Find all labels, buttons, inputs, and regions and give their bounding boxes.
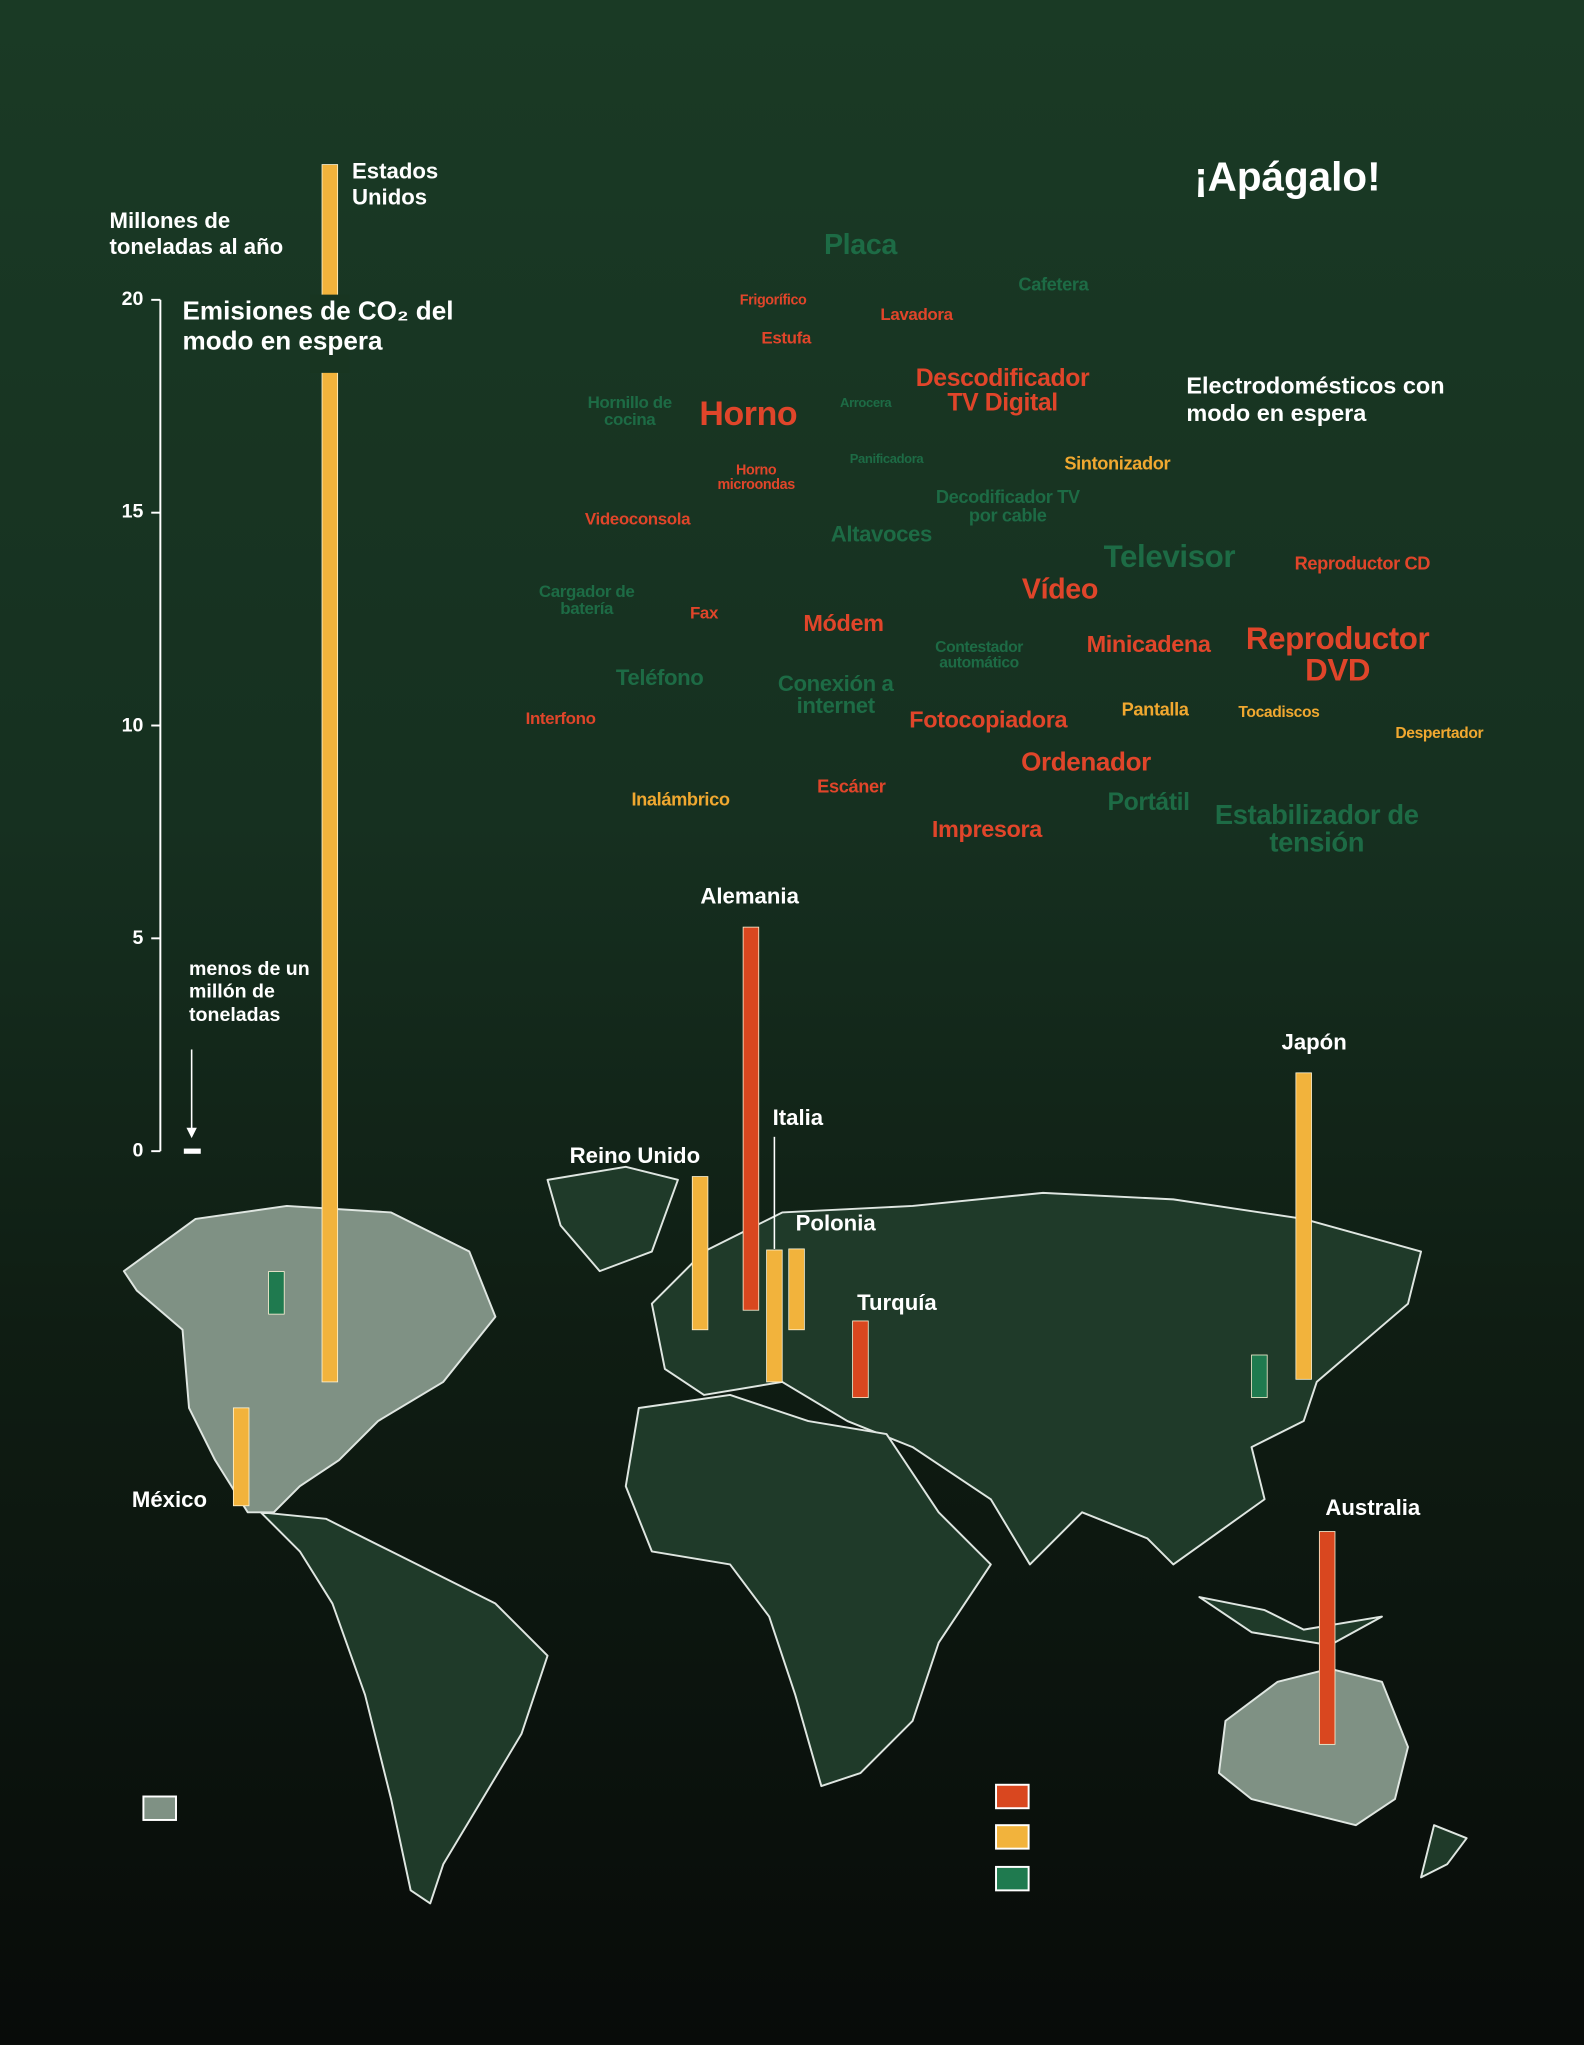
appliance-label: Frigorífico: [739, 292, 807, 309]
appliance-label: Decodificador TV por cable: [935, 486, 1080, 526]
bar: [742, 926, 760, 1311]
bar: [268, 1271, 285, 1315]
chart-title: Emisiones de CO₂ del modo en espera: [182, 297, 454, 356]
legend-swatch: [142, 1795, 177, 1821]
appliance-label: Cafetera: [1018, 273, 1089, 295]
appliance-label: Pantalla: [1121, 698, 1189, 720]
appliance-label: Contestador automático: [935, 637, 1023, 672]
appliance-label: Sintonizador: [1064, 452, 1171, 474]
appliance-label: Panificadora: [849, 452, 924, 467]
annotation-arrowhead: [186, 1127, 197, 1139]
bar: [232, 1407, 250, 1507]
appliance-label: Ordenador: [1021, 748, 1151, 778]
appliance-label: Teléfono: [615, 665, 704, 691]
appliance-label: Inalámbrico: [631, 788, 730, 810]
category-label: Alemania: [700, 883, 799, 909]
appliance-label: Estufa: [761, 327, 811, 348]
category-label: Reino Unido: [569, 1143, 701, 1169]
appliance-label: Minicadena: [1086, 630, 1211, 658]
appliance-label: Portátil: [1107, 789, 1190, 817]
appliance-label: Horno: [699, 393, 798, 433]
bar: [1295, 1072, 1312, 1380]
category-label: Italia: [772, 1105, 824, 1131]
appliance-label: Fax: [689, 602, 719, 623]
y-axis-label: Millones de toneladas al año: [109, 208, 284, 259]
appliance-label: Televisor: [1103, 539, 1236, 575]
category-label: Polonia: [795, 1211, 876, 1236]
y-tick-label: 10: [121, 713, 144, 736]
appliance-label: Placa: [823, 228, 897, 261]
annotation: menos de un millón de toneladas: [189, 958, 310, 1026]
north-america: [122, 1204, 497, 1514]
category-label: Japón: [1281, 1029, 1347, 1055]
appliance-label: Descodificador TV Digital: [915, 365, 1090, 418]
legend: [142, 1783, 1030, 1892]
appliance-label: Hornillo de cocina: [587, 392, 673, 429]
category-label: Estados Unidos: [351, 159, 439, 210]
appliance-label: Escáner: [817, 775, 886, 797]
bar: [788, 1248, 805, 1331]
appliance-label: Conexión a internet: [777, 671, 894, 719]
appliance-label: Altavoces: [830, 522, 933, 547]
category-label: México: [131, 1487, 208, 1513]
appliance-label: Impresora: [931, 816, 1042, 843]
australia: [1217, 1667, 1409, 1827]
bar: [852, 1320, 869, 1398]
south-america: [259, 1511, 549, 1905]
bar: [321, 164, 339, 1383]
appliance-label: Horno microondas: [717, 462, 795, 493]
title-backdrop: [310, 294, 350, 373]
bars: [232, 164, 1336, 1745]
appliances-title: Electrodomésticos con modo en espera: [1186, 372, 1445, 426]
y-tick-label: 20: [121, 288, 144, 311]
greenland: [546, 1165, 679, 1273]
appliance-label: Reproductor CD: [1294, 552, 1431, 574]
africa: [624, 1393, 992, 1788]
eurasia: [650, 1191, 1423, 1566]
bar: [1318, 1531, 1336, 1745]
category-label: Turquía: [857, 1290, 937, 1316]
appliance-label: Videoconsola: [584, 509, 691, 529]
bar: [691, 1176, 709, 1331]
appliance-label: Fotocopiadora: [909, 706, 1068, 733]
indonesia: [1198, 1596, 1383, 1647]
category-label: Australia: [1325, 1495, 1421, 1521]
legend-swatch: [995, 1783, 1030, 1810]
world-map: [122, 1165, 1468, 1905]
appliance-label: Arrocera: [840, 396, 892, 411]
legend-swatch: [995, 1824, 1030, 1850]
y-tick-label: 15: [121, 500, 144, 524]
headline: ¡Apágalo!: [1194, 153, 1381, 200]
bar: [1251, 1354, 1268, 1398]
new-zealand: [1420, 1824, 1468, 1879]
appliance-label: Módem: [803, 610, 884, 637]
y-tick-label: 5: [132, 926, 144, 949]
appliance-label: Vídeo: [1021, 572, 1099, 605]
appliance-label: Interfono: [525, 708, 596, 729]
less-than-million-marker: [183, 1148, 201, 1154]
y-tick-label: 0: [132, 1139, 144, 1162]
appliance-label: Tocadiscos: [1238, 702, 1320, 721]
appliance-label: Lavadora: [880, 304, 953, 324]
appliance-label: Reproductor DVD: [1245, 621, 1430, 689]
appliance-label: Despertador: [1395, 723, 1484, 742]
appliance-label: Cargador de batería: [538, 581, 635, 618]
appliance-label: Estabilizador de tensión: [1214, 800, 1419, 858]
legend-swatch: [995, 1865, 1030, 1892]
bar: [766, 1249, 783, 1383]
